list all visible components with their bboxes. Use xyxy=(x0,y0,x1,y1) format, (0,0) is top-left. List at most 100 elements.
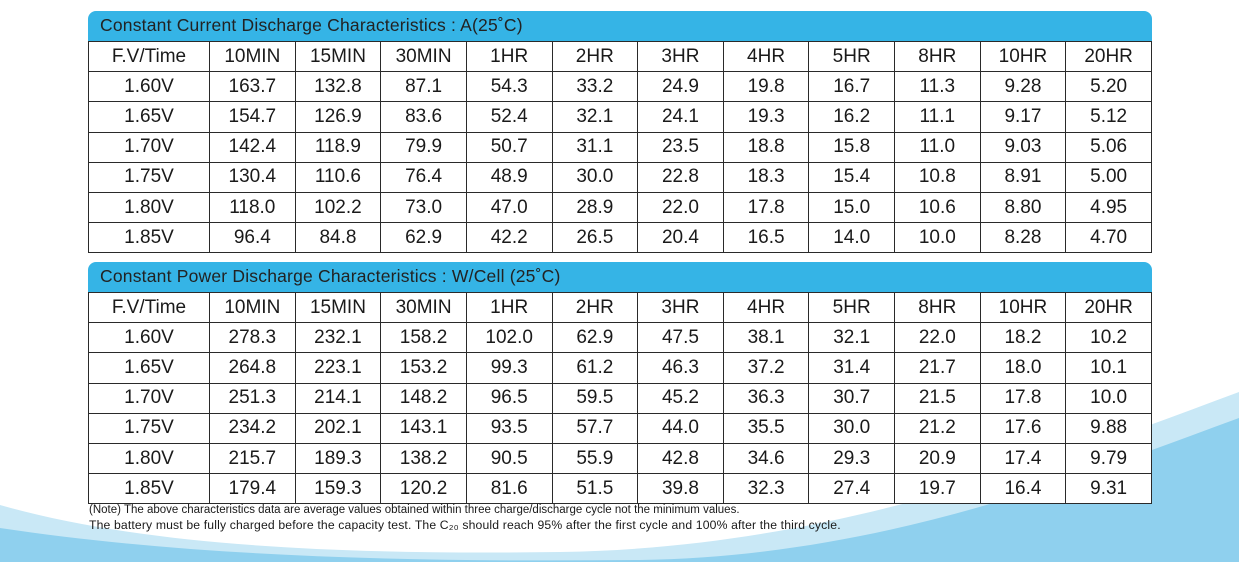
value-cell: 118.0 xyxy=(209,191,296,224)
value-cell: 126.9 xyxy=(294,101,382,133)
value-cell: 48.9 xyxy=(465,161,553,193)
value-cell: 163.7 xyxy=(209,71,296,103)
value-cell: 18.0 xyxy=(979,352,1067,384)
value-cell: 102.0 xyxy=(465,322,553,354)
column-header: 30MIN xyxy=(380,40,467,73)
value-cell: 10.1 xyxy=(1065,352,1152,384)
table-row: 1.85V 179.4 159.3 120.2 81.6 51.5 39.8 32.3 27.4… xyxy=(88,473,1152,505)
value-cell: 16.5 xyxy=(722,222,810,254)
table-row: 1.70V 142.4 118.9 79.9 50.7 31.1 23.5 18.8 15.8 1… xyxy=(88,131,1152,163)
value-cell: 22.8 xyxy=(637,161,724,193)
value-cell: 18.3 xyxy=(722,161,810,193)
table-row: 1.60V 163.7 132.8 87.1 54.3 33.2 24.9 19.8 16.7 1… xyxy=(88,71,1152,103)
row-voltage-cell: 1.75V xyxy=(88,412,210,444)
value-cell: 76.4 xyxy=(380,161,467,193)
value-cell: 9.31 xyxy=(1065,473,1152,505)
value-cell: 37.2 xyxy=(722,352,810,384)
value-cell: 62.9 xyxy=(380,222,467,254)
value-cell: 23.5 xyxy=(637,131,724,163)
value-cell: 29.3 xyxy=(808,442,895,475)
table-row: 1.75V 130.4 110.6 76.4 48.9 30.0 22.8 18.3 15.4 1… xyxy=(88,161,1152,193)
value-cell: 8.91 xyxy=(979,161,1067,193)
current-discharge-title: Constant Current Discharge Characteristi… xyxy=(88,11,1152,41)
value-cell: 9.17 xyxy=(979,101,1067,133)
value-cell: 52.4 xyxy=(465,101,553,133)
value-cell: 51.5 xyxy=(551,473,639,505)
row-voltage-cell: 1.65V xyxy=(88,352,210,384)
value-cell: 16.4 xyxy=(979,473,1067,505)
value-cell: 96.5 xyxy=(465,382,553,414)
column-header: 3HR xyxy=(637,291,724,324)
value-cell: 24.9 xyxy=(637,71,724,103)
header-row: F.V/Time 10MIN 15MIN 30MIN 1HR 2HR 3HR 4HR 5HR 8H… xyxy=(88,291,1152,324)
value-cell: 154.7 xyxy=(209,101,296,133)
value-cell: 189.3 xyxy=(294,442,382,475)
column-header: 15MIN xyxy=(294,291,382,324)
value-cell: 10.0 xyxy=(1065,382,1152,414)
value-cell: 223.1 xyxy=(294,352,382,384)
value-cell: 21.7 xyxy=(894,352,981,384)
column-header: 4HR xyxy=(722,291,810,324)
table-row: 1.85V 96.4 84.8 62.9 42.2 26.5 20.4 16.5 14.0 10.… xyxy=(88,222,1152,254)
value-cell: 83.6 xyxy=(380,101,467,133)
value-cell: 32.1 xyxy=(551,101,639,133)
value-cell: 8.28 xyxy=(979,222,1067,254)
column-header: 1HR xyxy=(465,40,553,73)
value-cell: 31.1 xyxy=(551,131,639,163)
value-cell: 19.3 xyxy=(722,101,810,133)
value-cell: 9.79 xyxy=(1065,442,1152,475)
value-cell: 59.5 xyxy=(551,382,639,414)
value-cell: 120.2 xyxy=(380,473,467,505)
value-cell: 5.12 xyxy=(1065,101,1152,133)
value-cell: 143.1 xyxy=(380,412,467,444)
value-cell: 42.2 xyxy=(465,222,553,254)
value-cell: 32.3 xyxy=(722,473,810,505)
value-cell: 278.3 xyxy=(209,322,296,354)
value-cell: 118.9 xyxy=(294,131,382,163)
row-voltage-cell: 1.85V xyxy=(88,473,210,505)
column-header: 20HR xyxy=(1065,40,1152,73)
value-cell: 264.8 xyxy=(209,352,296,384)
power-discharge-table: F.V/Time 10MIN 15MIN 30MIN 1HR 2HR 3HR 4HR 5HR 8H… xyxy=(88,291,1152,505)
value-cell: 5.00 xyxy=(1065,161,1152,193)
column-header: 5HR xyxy=(808,40,895,73)
value-cell: 11.1 xyxy=(894,101,981,133)
row-voltage-cell: 1.80V xyxy=(88,442,210,475)
value-cell: 81.6 xyxy=(465,473,553,505)
value-cell: 10.0 xyxy=(894,222,981,254)
value-cell: 132.8 xyxy=(294,71,382,103)
value-cell: 21.2 xyxy=(894,412,981,444)
value-cell: 79.9 xyxy=(380,131,467,163)
value-cell: 38.1 xyxy=(722,322,810,354)
value-cell: 14.0 xyxy=(808,222,895,254)
value-cell: 55.9 xyxy=(551,442,639,475)
column-header: 8HR xyxy=(894,40,981,73)
value-cell: 32.1 xyxy=(808,322,895,354)
value-cell: 148.2 xyxy=(380,382,467,414)
column-header: 2HR xyxy=(551,291,639,324)
value-cell: 35.5 xyxy=(722,412,810,444)
value-cell: 110.6 xyxy=(294,161,382,193)
value-cell: 84.8 xyxy=(294,222,382,254)
value-cell: 234.2 xyxy=(209,412,296,444)
column-header: 5HR xyxy=(808,291,895,324)
notes-block: (Note) The above characteristics data ar… xyxy=(89,503,841,533)
value-cell: 93.5 xyxy=(465,412,553,444)
value-cell: 10.6 xyxy=(894,191,981,224)
value-cell: 4.70 xyxy=(1065,222,1152,254)
value-cell: 130.4 xyxy=(209,161,296,193)
power-discharge-title: Constant Power Discharge Characteristics… xyxy=(88,262,1152,292)
value-cell: 15.4 xyxy=(808,161,895,193)
value-cell: 47.5 xyxy=(637,322,724,354)
value-cell: 46.3 xyxy=(637,352,724,384)
table-row: 1.80V 118.0 102.2 73.0 47.0 28.9 22.0 17.8 15.0 1… xyxy=(88,191,1152,224)
current-discharge-section: Constant Current Discharge Characteristi… xyxy=(88,11,1152,254)
value-cell: 27.4 xyxy=(808,473,895,505)
value-cell: 179.4 xyxy=(209,473,296,505)
table-row: 1.75V 234.2 202.1 143.1 93.5 57.7 44.0 35.5 30.0… xyxy=(88,412,1152,444)
value-cell: 15.8 xyxy=(808,131,895,163)
value-cell: 232.1 xyxy=(294,322,382,354)
value-cell: 142.4 xyxy=(209,131,296,163)
value-cell: 30.0 xyxy=(808,412,895,444)
value-cell: 16.2 xyxy=(808,101,895,133)
